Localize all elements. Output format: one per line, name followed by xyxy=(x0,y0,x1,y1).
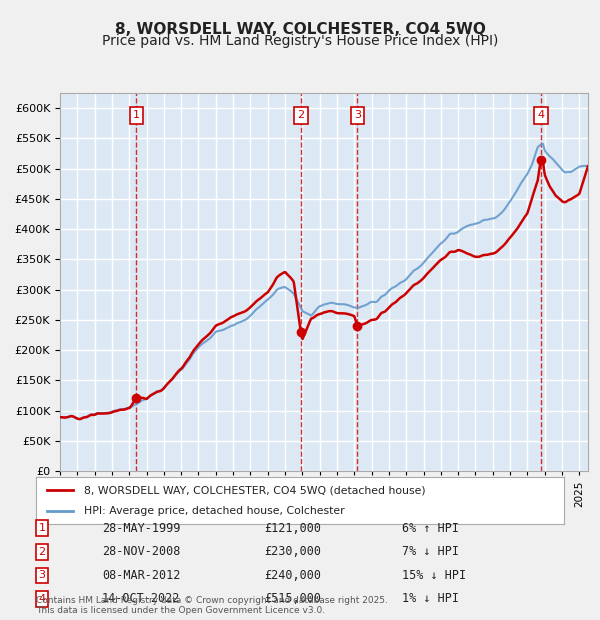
Text: 3: 3 xyxy=(38,570,46,580)
Text: Price paid vs. HM Land Registry's House Price Index (HPI): Price paid vs. HM Land Registry's House … xyxy=(102,34,498,48)
Text: 1% ↓ HPI: 1% ↓ HPI xyxy=(402,593,459,605)
Text: 8, WORSDELL WAY, COLCHESTER, CO4 5WQ (detached house): 8, WORSDELL WAY, COLCHESTER, CO4 5WQ (de… xyxy=(83,485,425,495)
Text: HPI: Average price, detached house, Colchester: HPI: Average price, detached house, Colc… xyxy=(83,506,344,516)
Text: 3: 3 xyxy=(354,110,361,120)
Text: £515,000: £515,000 xyxy=(264,593,321,605)
Text: £230,000: £230,000 xyxy=(264,546,321,558)
Text: 7% ↓ HPI: 7% ↓ HPI xyxy=(402,546,459,558)
Text: 28-MAY-1999: 28-MAY-1999 xyxy=(102,522,181,534)
Text: 8, WORSDELL WAY, COLCHESTER, CO4 5WQ: 8, WORSDELL WAY, COLCHESTER, CO4 5WQ xyxy=(115,22,485,37)
Text: 2: 2 xyxy=(38,547,46,557)
Text: 14-OCT-2022: 14-OCT-2022 xyxy=(102,593,181,605)
Text: 15% ↓ HPI: 15% ↓ HPI xyxy=(402,569,466,582)
Text: 4: 4 xyxy=(38,594,46,604)
Text: £240,000: £240,000 xyxy=(264,569,321,582)
Text: 2: 2 xyxy=(297,110,304,120)
Text: 08-MAR-2012: 08-MAR-2012 xyxy=(102,569,181,582)
Text: 4: 4 xyxy=(538,110,544,120)
Text: £121,000: £121,000 xyxy=(264,522,321,534)
Text: 1: 1 xyxy=(133,110,140,120)
Text: 6% ↑ HPI: 6% ↑ HPI xyxy=(402,522,459,534)
Text: 28-NOV-2008: 28-NOV-2008 xyxy=(102,546,181,558)
Text: Contains HM Land Registry data © Crown copyright and database right 2025.
This d: Contains HM Land Registry data © Crown c… xyxy=(36,596,388,615)
Text: 1: 1 xyxy=(38,523,46,533)
